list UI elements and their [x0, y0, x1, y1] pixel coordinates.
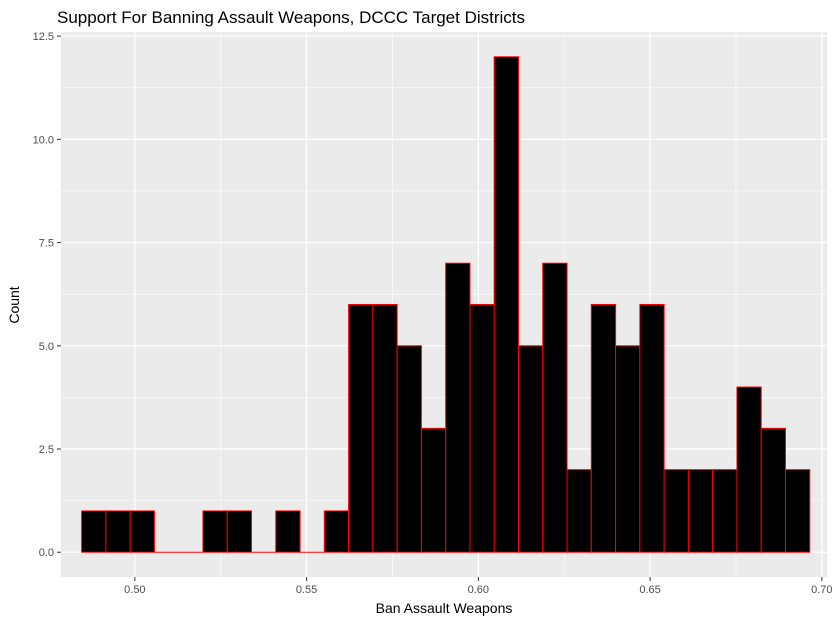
histogram-bar — [396, 345, 422, 553]
histogram-bar — [493, 56, 519, 553]
histogram-bar — [542, 262, 568, 553]
histogram-bar — [615, 345, 641, 553]
y-axis-title: Count — [6, 286, 22, 323]
histogram-bar — [517, 345, 544, 553]
histogram-bar — [566, 469, 592, 553]
bars — [81, 56, 811, 553]
histogram-bar — [275, 510, 301, 553]
y-tick-label: 12.5 — [33, 31, 54, 43]
x-tick-label: 0.70 — [811, 584, 832, 596]
histogram-bar — [348, 304, 374, 553]
histogram-bar — [784, 469, 811, 553]
histogram-bar — [712, 469, 738, 553]
histogram-bar — [323, 510, 350, 553]
x-tick-label: 0.65 — [639, 584, 660, 596]
histogram-bar — [590, 304, 617, 553]
histogram-bar — [105, 510, 131, 553]
y-tick-label: 7.5 — [39, 238, 54, 250]
x-tick-label: 0.55 — [296, 584, 317, 596]
histogram-bar — [639, 304, 665, 553]
histogram-bar — [663, 469, 689, 553]
histogram-bar — [226, 510, 253, 553]
histogram-bar — [445, 262, 471, 553]
x-axis-title: Ban Assault Weapons — [376, 600, 513, 616]
histogram-bar — [81, 510, 107, 553]
histogram-bar — [736, 386, 762, 553]
y-tick-label: 2.5 — [39, 444, 54, 456]
histogram-bar — [687, 469, 714, 553]
histogram-bar — [202, 510, 228, 553]
histogram-bar — [129, 510, 155, 553]
x-tick-label: 0.50 — [124, 584, 145, 596]
histogram-bar — [420, 427, 447, 553]
y-tick-label: 5.0 — [39, 341, 54, 353]
histogram-bar — [760, 427, 786, 553]
y-tick-label: 10.0 — [33, 134, 54, 146]
histogram-bar — [469, 304, 495, 553]
y-tick-label: 0.0 — [39, 547, 54, 559]
y-axis: 0.0 2.5 5.0 7.5 10.0 12.5 — [33, 31, 61, 559]
x-axis: 0.50 0.55 0.60 0.65 0.70 — [124, 577, 833, 596]
histogram-bar — [372, 304, 398, 553]
chart-title: Support For Banning Assault Weapons, DCC… — [57, 8, 525, 27]
x-tick-label: 0.60 — [468, 584, 489, 596]
